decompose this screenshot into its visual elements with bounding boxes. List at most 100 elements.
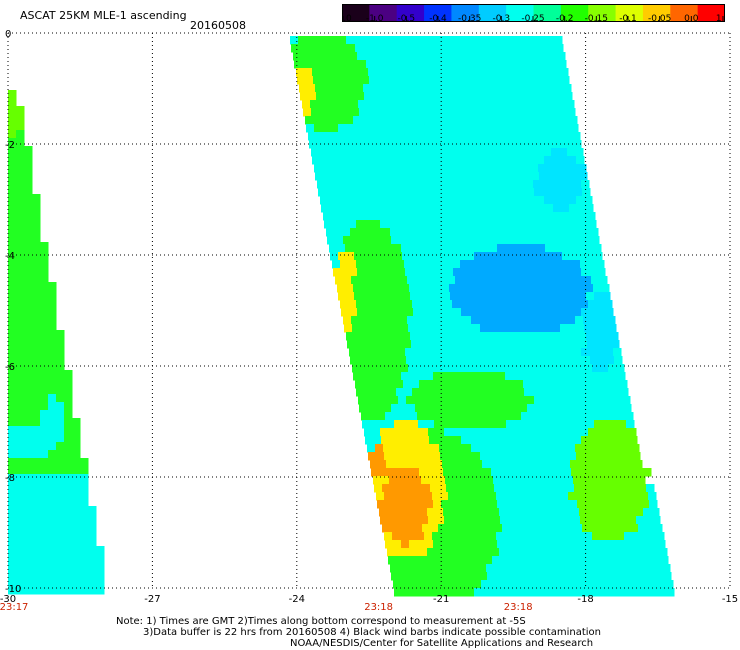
swath-cell [350, 60, 359, 69]
swath-cell [498, 292, 507, 301]
swath-cell [316, 92, 325, 101]
swath-cell [526, 396, 535, 405]
swath-cell [432, 196, 441, 205]
swath-cell [652, 556, 661, 565]
swath-cell [337, 244, 346, 253]
note-line-1: Note: 1) Times are GMT 2)Times along bot… [116, 616, 526, 627]
swath-cell [398, 100, 407, 109]
swath-cell [529, 76, 538, 85]
swath-cell [458, 460, 467, 469]
swath-cell [563, 508, 572, 517]
swath-cell [475, 468, 484, 477]
swath-cell [399, 444, 408, 453]
swath-cell [48, 562, 57, 571]
swath-cell [477, 52, 486, 61]
swath-cell [520, 452, 529, 461]
swath-cell [550, 564, 559, 573]
swath-cell [48, 530, 57, 539]
swath-cell [24, 498, 33, 507]
swath-cell [8, 474, 17, 483]
swath-cell [466, 292, 475, 301]
swath-cell [397, 268, 406, 277]
swath-cell [350, 228, 359, 237]
swath-cell [565, 348, 574, 357]
swath-cell [515, 212, 524, 221]
swath-cell [72, 482, 81, 491]
swath-cell [602, 460, 611, 469]
swath-cell [8, 266, 17, 275]
swath-cell [550, 100, 559, 109]
swath-cell [16, 138, 25, 147]
swath-cell [329, 76, 338, 85]
swath-cell [526, 188, 535, 197]
swath-cell [40, 538, 49, 547]
swath-cell [396, 428, 405, 437]
swath-cell [471, 444, 480, 453]
swath-cell [581, 180, 590, 189]
swath-cell [571, 172, 580, 181]
swath-cell [501, 348, 510, 357]
swath-cell [333, 52, 342, 61]
swath-cell [552, 196, 561, 205]
swath-cell [517, 436, 526, 445]
swath-cell [425, 204, 434, 213]
swath-cell [514, 252, 523, 261]
swath-cell [56, 418, 65, 427]
swath-cell [452, 516, 461, 525]
swath-cell [489, 580, 498, 589]
swath-cell [455, 148, 464, 157]
swath-cell [575, 148, 584, 157]
swath-cell [369, 284, 378, 293]
swath-cell [477, 348, 486, 357]
swath-cell [370, 252, 379, 261]
swath-cell [344, 324, 353, 333]
swath-cell [433, 76, 442, 85]
swath-cell [487, 108, 496, 117]
swath-cell [638, 484, 647, 493]
swath-cell [40, 442, 49, 451]
swath-cell [8, 538, 17, 547]
swath-cell [473, 116, 482, 125]
swath-cell [317, 180, 326, 189]
swath-cell [498, 420, 507, 429]
swath-cell [492, 388, 501, 397]
swath-cell [556, 92, 565, 101]
swath-cell [493, 476, 502, 485]
swath-cell [350, 356, 359, 365]
swath-cell [56, 578, 65, 587]
swath-cell [542, 60, 551, 69]
swath-cell [394, 252, 403, 261]
swath-cell [611, 548, 620, 557]
swath-cell [32, 578, 41, 587]
swath-cell [472, 452, 481, 461]
swath-cell [24, 274, 33, 283]
swath-cell [307, 84, 316, 93]
swath-cell [519, 404, 528, 413]
swath-cell [601, 500, 610, 509]
swath-cell [437, 476, 446, 485]
swath-cell [16, 354, 25, 363]
swath-cell [523, 84, 532, 93]
swath-cell [566, 524, 575, 533]
swath-cell [586, 292, 595, 301]
swath-cell [497, 372, 506, 381]
swath-cell [480, 492, 489, 501]
swath-cell [501, 436, 510, 445]
swath-cell [581, 308, 590, 317]
swath-cell [443, 548, 452, 557]
swath-cell [503, 236, 512, 245]
swath-cell [8, 370, 17, 379]
swath-cell [485, 52, 494, 61]
swath-cell [591, 236, 600, 245]
swath-cell [504, 324, 513, 333]
swath-cell [654, 564, 663, 573]
swath-cell [534, 484, 543, 493]
swath-cell [579, 172, 588, 181]
swath-cell [449, 540, 458, 549]
swath-cell [479, 316, 488, 325]
swath-cell [24, 210, 33, 219]
swath-cell [442, 588, 451, 597]
swath-cell [16, 434, 25, 443]
swath-cell [8, 426, 17, 435]
swath-cell [567, 236, 576, 245]
